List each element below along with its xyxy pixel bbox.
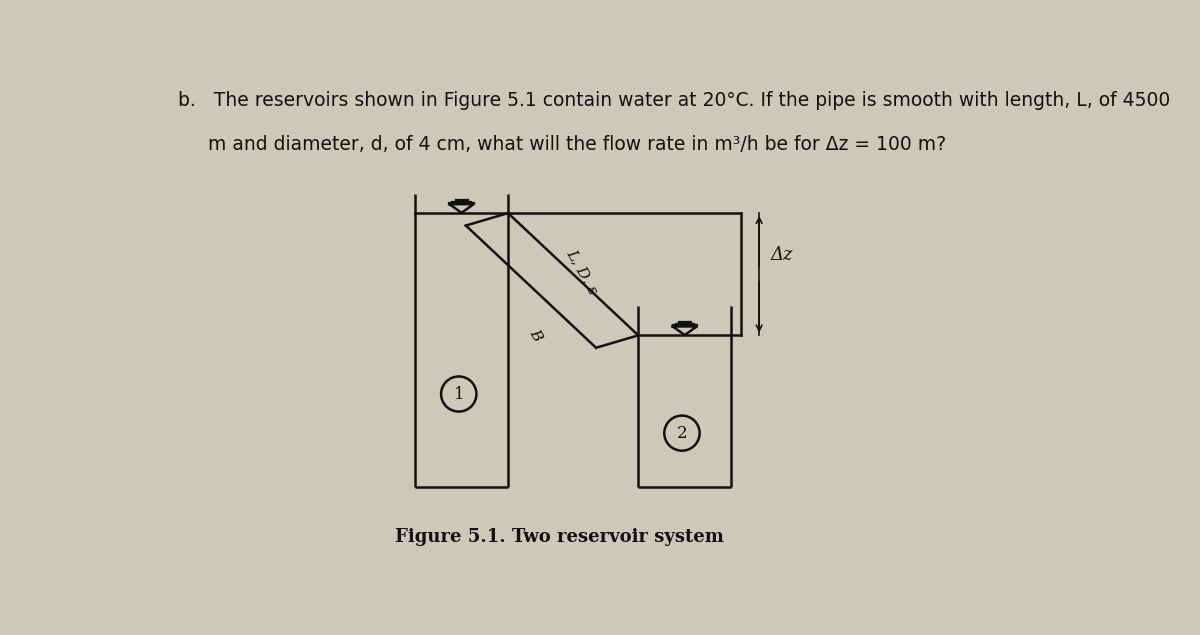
Text: Δz: Δz xyxy=(770,246,793,264)
Text: 2: 2 xyxy=(677,425,688,441)
Text: L, D, ε: L, D, ε xyxy=(564,247,600,297)
Text: 1: 1 xyxy=(454,385,464,403)
Text: m and diameter, d, of 4 cm, what will the flow rate in m³/h be for Δz = 100 m?: m and diameter, d, of 4 cm, what will th… xyxy=(178,135,946,154)
Text: b.   The reservoirs shown in Figure 5.1 contain water at 20°C. If the pipe is sm: b. The reservoirs shown in Figure 5.1 co… xyxy=(178,91,1170,110)
Text: B: B xyxy=(527,327,545,344)
Text: Figure 5.1. Two reservoir system: Figure 5.1. Two reservoir system xyxy=(395,528,724,545)
